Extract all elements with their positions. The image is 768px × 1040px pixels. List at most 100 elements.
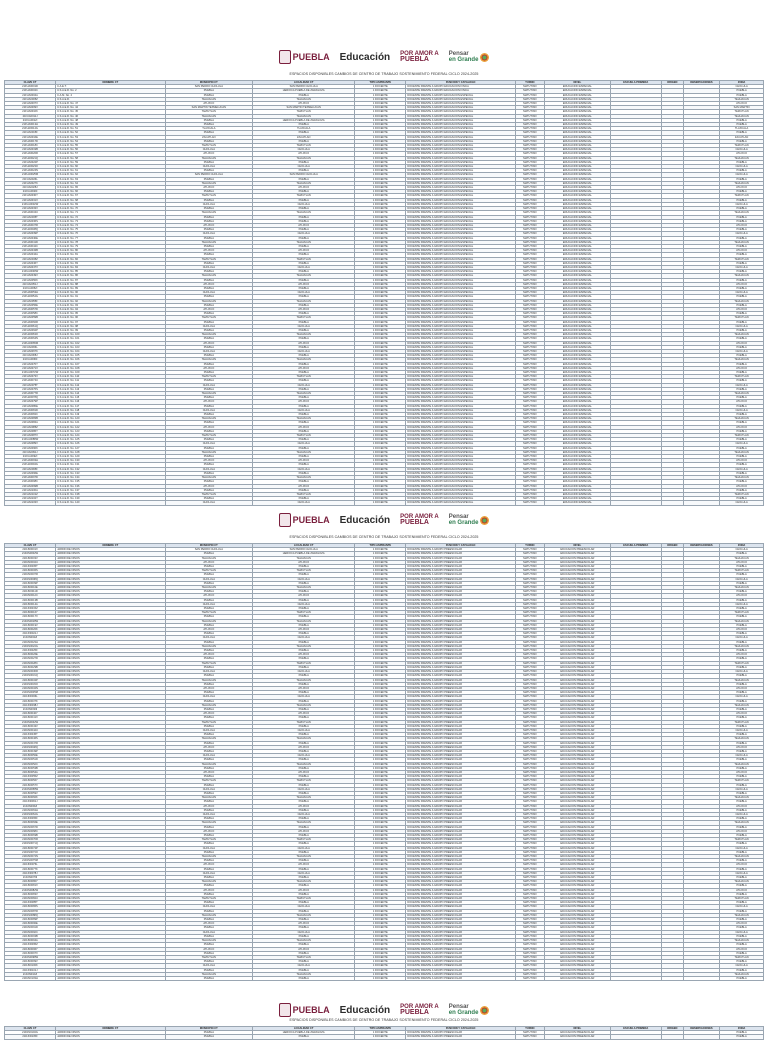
table-cell: MATUTINO bbox=[514, 887, 546, 893]
table-cell: TEZIUTLÁN bbox=[252, 491, 356, 498]
table-cell: PUEBLA bbox=[719, 206, 764, 212]
table-row: 21FUA0063O U.S.A.E.R. No. 100 TEHUACÁN TEHU… bbox=[3, 332, 764, 338]
table-cell: TEZIUTLÁN bbox=[719, 954, 764, 961]
table-cell: PUEBLA bbox=[252, 580, 356, 587]
table-cell: PUEBLA bbox=[252, 327, 356, 334]
table-cell: MATUTINO bbox=[514, 252, 546, 258]
table-cell: ATLIXCO bbox=[719, 185, 764, 191]
table-cell: TEZIUTLÁN bbox=[719, 433, 764, 439]
table-cell: PUEBLA bbox=[252, 967, 356, 973]
table-row: 21DJN0045T JARDÍN DE NIÑOS PUEBLA PUEBLA 1 D… bbox=[3, 732, 764, 738]
document-title: ESPACIOS DISPONIBLES CAMBIOS DE CENTRO D… bbox=[289, 1018, 479, 1022]
table-cell: MATUTINO bbox=[514, 264, 546, 271]
table-row: 21FUA0084A U.S.A.E.R. No. 121 PUEBLA PUEBLA… bbox=[3, 420, 764, 426]
table-cell: MATUTINO bbox=[514, 462, 546, 468]
table-cell: MATUTINO bbox=[514, 235, 546, 241]
table-cell: ATLIXCO bbox=[719, 652, 764, 658]
table-cell: PUEBLA bbox=[252, 849, 356, 856]
table-cell: PUEBLA bbox=[252, 816, 356, 822]
column-header: OBSERVACIONES bbox=[682, 79, 721, 86]
table-header-row: CLAVE CT NOMBRE CT MUNICIPIO CT LOCALIDAD C… bbox=[3, 542, 764, 549]
table-row: 21FUA0041D U.S.A.E.R. No. 78 TEHUACÁN TEHUA… bbox=[3, 239, 764, 245]
table-row: 21DJN0057X JARDÍN DE NIÑOS PUEBLA PUEBLA 1 D… bbox=[3, 782, 764, 788]
table-cell: PUEBLA bbox=[719, 235, 764, 241]
table-cell: TEZIUTLÁN bbox=[252, 837, 356, 843]
table-cell: PUEBLA bbox=[252, 252, 356, 258]
table-cell: PUEBLA bbox=[252, 197, 356, 203]
table-row: 21DJN0082W JARDÍN DE NIÑOS ATLIXCO ATLIXCO 1… bbox=[3, 887, 764, 893]
table-cell: PUEBLA bbox=[719, 841, 764, 847]
table-cell: MATUTINO bbox=[514, 845, 546, 851]
table-cell: MATUTINO bbox=[514, 420, 546, 426]
table-cell: CHOLULA bbox=[252, 669, 356, 675]
table-cell: PUEBLA bbox=[252, 765, 356, 771]
table-row: 21DJN0044U JARDÍN DE NIÑOS CHOLULA CHOLULA 1… bbox=[3, 727, 764, 734]
table-cell: MATUTINO bbox=[514, 828, 546, 835]
table-cell: PUEBLA bbox=[719, 681, 764, 687]
table-cell: PUEBLA bbox=[252, 723, 356, 729]
table-cell: MATUTINO bbox=[514, 555, 546, 561]
table-row: 21DJN0059V JARDÍN DE NIÑOS PUEBLA PUEBLA 1 D… bbox=[3, 790, 764, 797]
table-cell: TEHUACÁN bbox=[252, 298, 356, 304]
table-row: 21FUA0067K U.S.A.E.R. No. 104 CHOLULA CHOLU… bbox=[3, 348, 764, 355]
table-cell: CHOLULA bbox=[719, 963, 764, 969]
table-cell: PUEBLA bbox=[719, 487, 764, 493]
table-cell: TEHUACÁN bbox=[252, 795, 356, 801]
table-cell: PUEBLA bbox=[719, 706, 764, 713]
table-cell: ATLIXCO bbox=[252, 946, 356, 952]
table-cell: MATUTINO bbox=[514, 706, 546, 713]
table-cell: TEHUACÁN bbox=[252, 702, 356, 708]
table-cell: PUEBLA bbox=[719, 214, 764, 220]
table-cell: PUEBLA bbox=[719, 732, 764, 738]
table-cell bbox=[660, 1034, 684, 1040]
table-cell: MATUTINO bbox=[514, 849, 546, 856]
table-row: 21FUA0045Z U.S.A.E.R. No. 82 TEZIUTLÁN TEZI… bbox=[3, 256, 764, 262]
table-row: 21FUA0028J U.S.A.E.R. No. 65 ATLIXCO ATLIXC… bbox=[3, 185, 764, 191]
table-cell: MATUTINO bbox=[514, 96, 546, 103]
table-cell: PUEBLA bbox=[719, 294, 764, 300]
table-cell: CHOLULA bbox=[719, 786, 764, 793]
table-cell: CHOLULA bbox=[719, 348, 764, 355]
table-row: 21DJN0026E JARDÍN DE NIÑOS ATLIXCO ATLIXCO 1… bbox=[3, 652, 764, 658]
table-row: 21DJN0080Y JARDÍN DE NIÑOS TEHUACÁN TEHUACÁ… bbox=[3, 879, 764, 885]
table-cell: MATUTINO bbox=[514, 197, 546, 203]
table-cell: ATLIXCO bbox=[252, 281, 356, 287]
table-cell: MATUTINO bbox=[514, 740, 546, 746]
table-cell: PUEBLA bbox=[719, 428, 764, 435]
table-cell: PUEBLA bbox=[719, 832, 764, 839]
table-cell: PUEBLA bbox=[252, 353, 356, 359]
table-row: 21DJN0035M JARDÍN DE NIÑOS PUEBLA PUEBLA 1 D… bbox=[3, 690, 764, 696]
table-cell: MATUTINO bbox=[514, 702, 546, 708]
table-cell: CHOLULA bbox=[252, 348, 356, 355]
table-row: 21DJN0015Z JARDÍN DE NIÑOS PUEBLA PUEBLA 1 D… bbox=[3, 606, 764, 612]
table-cell: MATUTINO bbox=[514, 715, 546, 721]
table-cell: PUEBLA bbox=[719, 403, 764, 409]
table-row: 21FUA0072W U.S.A.E.R. No. 109 PUEBLA PUEBLA… bbox=[3, 369, 764, 376]
table-cell: PUEBLA bbox=[719, 580, 764, 587]
table-cell: MATUTINO bbox=[514, 782, 546, 788]
table-cell: MATUTINO bbox=[514, 285, 546, 292]
table-row: 21FUA0039P U.S.A.E.R. No. 76 CHOLULA CHOLUL… bbox=[3, 231, 764, 237]
table-cell: PUEBLA bbox=[719, 344, 764, 351]
document-title: ESPACIOS DISPONIBLES CAMBIOS DE CENTRO D… bbox=[289, 72, 479, 76]
table-cell: MATUTINO bbox=[514, 627, 546, 633]
table-row: 21FUA0073V U.S.A.E.R. No. 110 TEZIUTLÁN TEZ… bbox=[3, 374, 764, 380]
table-row: 21FUA0060R U.S.A.E.R. No. 97 PUEBLA PUEBLA 1… bbox=[3, 319, 764, 325]
table-cell: MATUTINO bbox=[514, 269, 546, 275]
table-row: 21DJN0016Y JARDÍN DE NIÑOS TEZIUTLÁN TEZIUT… bbox=[3, 610, 764, 616]
table-cell: TEHUACÁN bbox=[719, 879, 764, 885]
table-row: 21DJN0053B JARDÍN DE NIÑOS PUEBLA PUEBLA 1 D… bbox=[3, 765, 764, 771]
table-row: 21DJN0028C JARDÍN DE NIÑOS TEZIUTLÁN TEZIUT… bbox=[3, 660, 764, 666]
table-cell bbox=[609, 500, 662, 506]
table-cell: MATUTINO bbox=[514, 92, 546, 98]
table-cell: TEHUACÁN bbox=[719, 702, 764, 708]
pensar-en-grande-logo: Pensar en Grande bbox=[449, 514, 490, 526]
table-cell: ATLIXCO bbox=[719, 946, 764, 952]
table-cell: PUEBLA bbox=[252, 294, 356, 300]
table-cell: TEHUACÁN bbox=[252, 879, 356, 885]
table-cell: ATLIXCO bbox=[719, 483, 764, 489]
table-row: 21DJN0010E JARDÍN DE NIÑOS TEHUACÁN TEHUACÁ… bbox=[3, 585, 764, 591]
table-cell: PUEBLA bbox=[252, 975, 356, 982]
table-cell: MATUTINO bbox=[514, 837, 546, 843]
table-cell: PUEBLA bbox=[252, 782, 356, 788]
